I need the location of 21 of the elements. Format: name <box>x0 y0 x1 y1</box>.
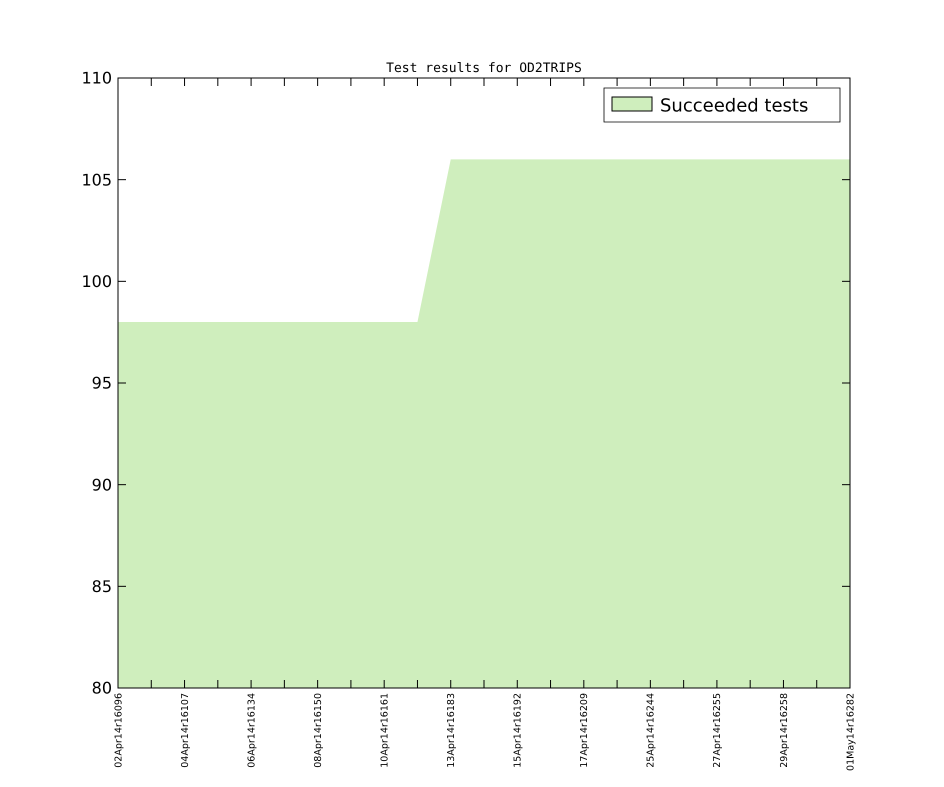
x-tick-label: 13Apr14r16183 <box>446 693 458 768</box>
y-tick-label: 95 <box>92 374 112 393</box>
x-tick-label: 17Apr14r16209 <box>579 693 590 768</box>
legend: Succeeded tests <box>604 88 840 122</box>
y-tick-label: 90 <box>92 475 112 494</box>
x-tick-label: 25Apr14r16244 <box>646 693 657 768</box>
y-tick-label: 80 <box>92 678 112 698</box>
y-tick-label: 110 <box>81 68 112 88</box>
y-tick-label: 105 <box>81 170 112 190</box>
x-tick-label: 10Apr14r16161 <box>380 693 391 768</box>
x-tick-label: 02Apr14r16096 <box>113 693 124 768</box>
chart-title: Test results for OD2TRIPS <box>386 61 582 76</box>
x-tick-label: 29Apr14r16258 <box>778 693 790 768</box>
y-tick-label: 85 <box>92 576 112 596</box>
x-tick-label: 08Apr14r16150 <box>312 693 324 768</box>
x-tick-label: 01May14r16282 <box>845 693 856 771</box>
x-tick-label: 06Apr14r16134 <box>246 693 258 768</box>
y-tick-label: 100 <box>81 272 112 291</box>
x-tick-label: 15Apr14r16192 <box>512 693 524 768</box>
x-tick-label: 04Apr14r16107 <box>180 693 191 768</box>
x-tick-label: 27Apr14r16255 <box>712 693 724 768</box>
